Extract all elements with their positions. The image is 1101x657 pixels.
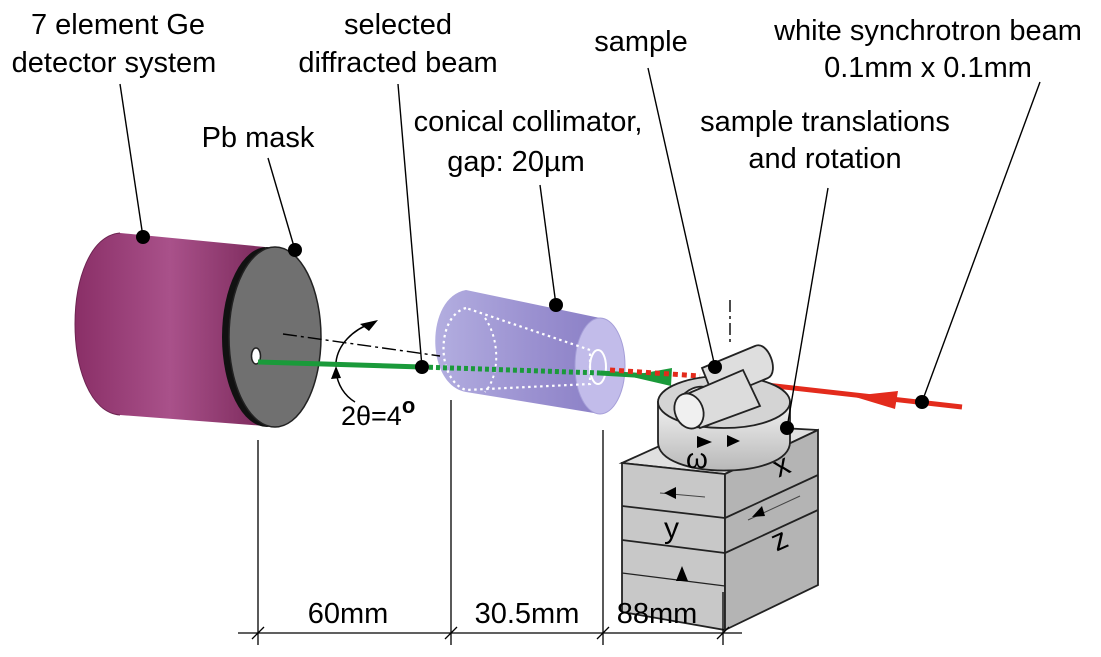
sample-stage: ω x y z [618, 344, 819, 632]
angle-indicator [331, 320, 378, 403]
dimension-lines [238, 400, 742, 645]
dimension-60mm: 60mm [308, 598, 389, 630]
label-collimator-line2: gap: 20µm [447, 146, 585, 178]
label-pb-mask: Pb mask [202, 122, 315, 154]
label-beam-line2: 0.1mm x 0.1mm [824, 52, 1032, 84]
diffracted-beam-arrow [628, 368, 672, 386]
pb-mask [222, 246, 322, 428]
label-stage-line1: sample translations [700, 106, 950, 138]
label-stage-line2: and rotation [748, 143, 901, 175]
label-detector-line2: detector system [12, 47, 217, 79]
stage-axis-y: y [664, 512, 679, 545]
label-angle: 2θ=4o [341, 393, 415, 431]
leader-lines [119, 67, 1041, 429]
dimension-30-5mm: 30.5mm [475, 598, 580, 630]
leader-dots [136, 230, 929, 435]
label-beam-line1: white synchrotron beam [773, 15, 1082, 47]
incident-beam-arrow [852, 391, 898, 409]
dimension-88mm: 88mm [617, 598, 698, 630]
stage-axis-omega: ω [686, 443, 708, 474]
conical-collimator [435, 290, 626, 415]
label-collimator-line1: conical collimator, [414, 106, 643, 138]
label-diffracted-line2: diffracted beam [298, 47, 497, 79]
label-angle-degree: o [402, 393, 415, 418]
diffraction-geometry [282, 300, 731, 357]
collimator-inner-cone [442, 306, 592, 392]
label-diffracted-line1: selected [344, 9, 452, 41]
ge-detector [74, 232, 265, 426]
label-detector-line1: 7 element Ge [31, 9, 205, 41]
label-sample: sample [594, 26, 688, 58]
diffracted-beam [257, 359, 672, 386]
